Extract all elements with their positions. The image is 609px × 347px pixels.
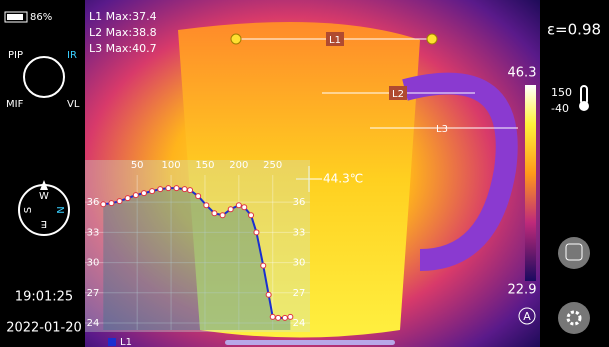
point (204, 203, 209, 208)
line-handle[interactable] (231, 34, 241, 44)
point (141, 191, 146, 196)
screen: 86% PIP IR MIF VL W S E N 19:01:25 2022-… (0, 0, 609, 347)
point (261, 263, 266, 268)
mode-mif[interactable]: MIF (6, 99, 24, 110)
scale-max: 46.3 (508, 66, 537, 81)
point (288, 314, 293, 319)
x-tick-label: 50 (131, 160, 144, 171)
point (228, 207, 233, 212)
point (242, 205, 247, 210)
legend-swatch (108, 338, 116, 346)
date: 2022-01-20 (6, 321, 82, 336)
x-tick-label: 150 (195, 160, 214, 171)
thermometer-icon[interactable] (579, 101, 589, 111)
point (158, 187, 163, 192)
line-handle[interactable] (427, 34, 437, 44)
point (150, 189, 155, 194)
point (101, 202, 106, 207)
point (266, 292, 271, 297)
y-tick-label: 33 (293, 227, 306, 238)
x-tick-label: 100 (162, 160, 181, 171)
y-tick-label: 27 (293, 288, 306, 299)
unit-button[interactable] (558, 237, 590, 269)
measurement: L2 Max:38.8 (89, 26, 157, 39)
y-tick-label: 30 (87, 258, 100, 269)
y-tick-label: 36 (293, 197, 306, 208)
color-bar (525, 85, 536, 281)
range-high[interactable]: 150 (551, 86, 572, 99)
y-tick-label: 33 (87, 227, 100, 238)
battery-level (7, 14, 23, 20)
y-tick-label: 24 (87, 318, 100, 329)
point (270, 314, 275, 319)
point (174, 186, 179, 191)
point (188, 188, 193, 193)
point (109, 201, 114, 206)
right-panel (540, 0, 609, 347)
point (236, 203, 241, 208)
measurement: L3 Max:40.7 (89, 42, 157, 55)
mode-ir[interactable]: IR (67, 50, 77, 61)
point (125, 196, 130, 201)
point (166, 186, 171, 191)
scroll-bar[interactable] (225, 340, 395, 345)
point (182, 187, 187, 192)
spot-temp: 44.3℃ (323, 172, 363, 186)
mode-vl[interactable]: VL (67, 99, 80, 110)
point (133, 193, 138, 198)
y-tick-label: 30 (293, 258, 306, 269)
point (276, 315, 281, 320)
line-label: L2 (392, 89, 404, 100)
line-label: L1 (329, 35, 341, 46)
point (254, 230, 259, 235)
range-low[interactable]: -40 (551, 102, 569, 115)
x-tick-label: 250 (263, 160, 282, 171)
line-label: L3 (436, 124, 448, 135)
point (220, 213, 225, 218)
compass-w: W (39, 191, 49, 202)
settings-button[interactable] (558, 302, 590, 334)
compass-n: N (54, 206, 65, 213)
legend-label: L1 (120, 337, 132, 347)
y-tick-label: 24 (293, 318, 306, 329)
mode-pip[interactable]: PIP (8, 50, 23, 61)
point (249, 213, 254, 218)
x-tick-label: 200 (229, 160, 248, 171)
measurement: L1 Max:37.4 (89, 10, 157, 23)
compass-s: S (23, 207, 34, 213)
y-tick-label: 27 (87, 288, 100, 299)
auto[interactable]: A (523, 310, 531, 323)
battery: 86% (30, 12, 52, 23)
point (212, 211, 217, 216)
compass-e: E (41, 218, 47, 229)
time: 19:01:25 (15, 290, 73, 305)
point (117, 199, 122, 204)
point (282, 315, 287, 320)
emissivity[interactable]: ε=0.98 (547, 21, 601, 39)
scale-min: 22.9 (508, 283, 537, 298)
point (196, 194, 201, 199)
y-tick-label: 36 (87, 197, 100, 208)
